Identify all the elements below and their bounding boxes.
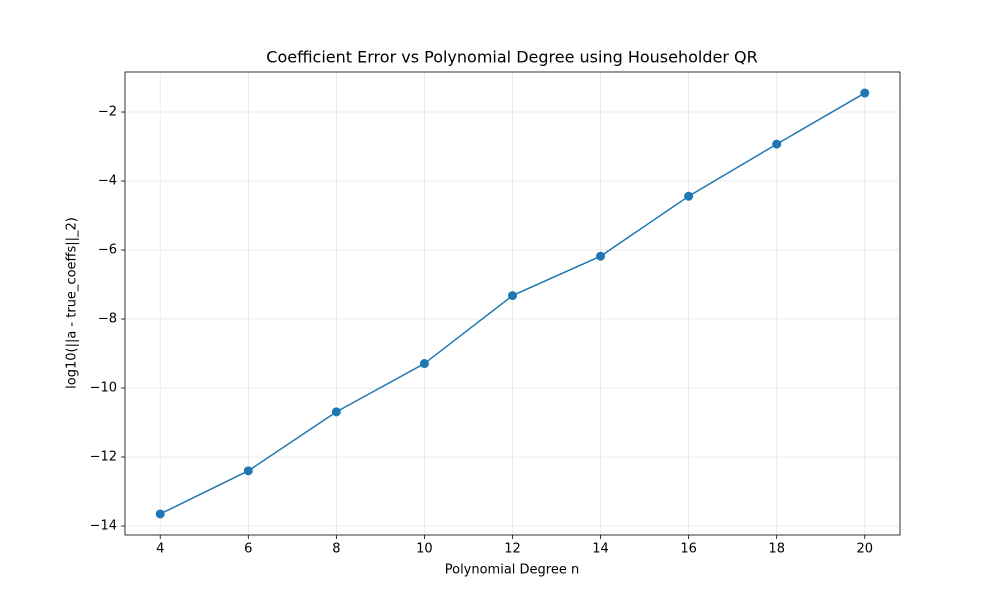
y-tick-label: −6 [98, 243, 117, 258]
y-tick-label: −4 [98, 174, 117, 189]
marker [860, 88, 870, 98]
y-tick-label: −2 [98, 105, 117, 120]
chart-title: Coefficient Error vs Polynomial Degree u… [266, 48, 757, 67]
marker [331, 407, 341, 417]
y-tick-label: −8 [98, 312, 117, 327]
axes-frame [124, 71, 901, 536]
x-tick-label: 6 [244, 542, 252, 557]
marker [508, 291, 517, 301]
x-tick-label: 20 [856, 542, 873, 557]
x-tick-label: 10 [416, 542, 433, 557]
y-tick-label: −10 [90, 381, 117, 396]
y-tick-label: −12 [90, 450, 117, 465]
x-tick-label: 8 [332, 542, 340, 557]
marker [684, 191, 694, 201]
marker [596, 251, 606, 261]
y-tick-label: −14 [90, 519, 117, 534]
plot-area: 4 6 8 10 12 14 16 18 20 −14 −12 −10 −8 −6 −4 −2 [90, 72, 900, 557]
x-tick-label: 16 [680, 542, 697, 557]
x-tick-label: 4 [156, 542, 164, 557]
marker [155, 509, 165, 519]
marker [772, 139, 782, 149]
marker [419, 359, 429, 369]
y-axis-label: log10(||a - true_coeffs||_2) [65, 217, 80, 389]
marker [243, 466, 253, 476]
x-axis-label: Polynomial Degree n [445, 563, 580, 578]
x-tick-label: 18 [768, 542, 785, 557]
x-tick-label: 14 [592, 542, 609, 557]
x-tick-label: 12 [504, 542, 521, 557]
